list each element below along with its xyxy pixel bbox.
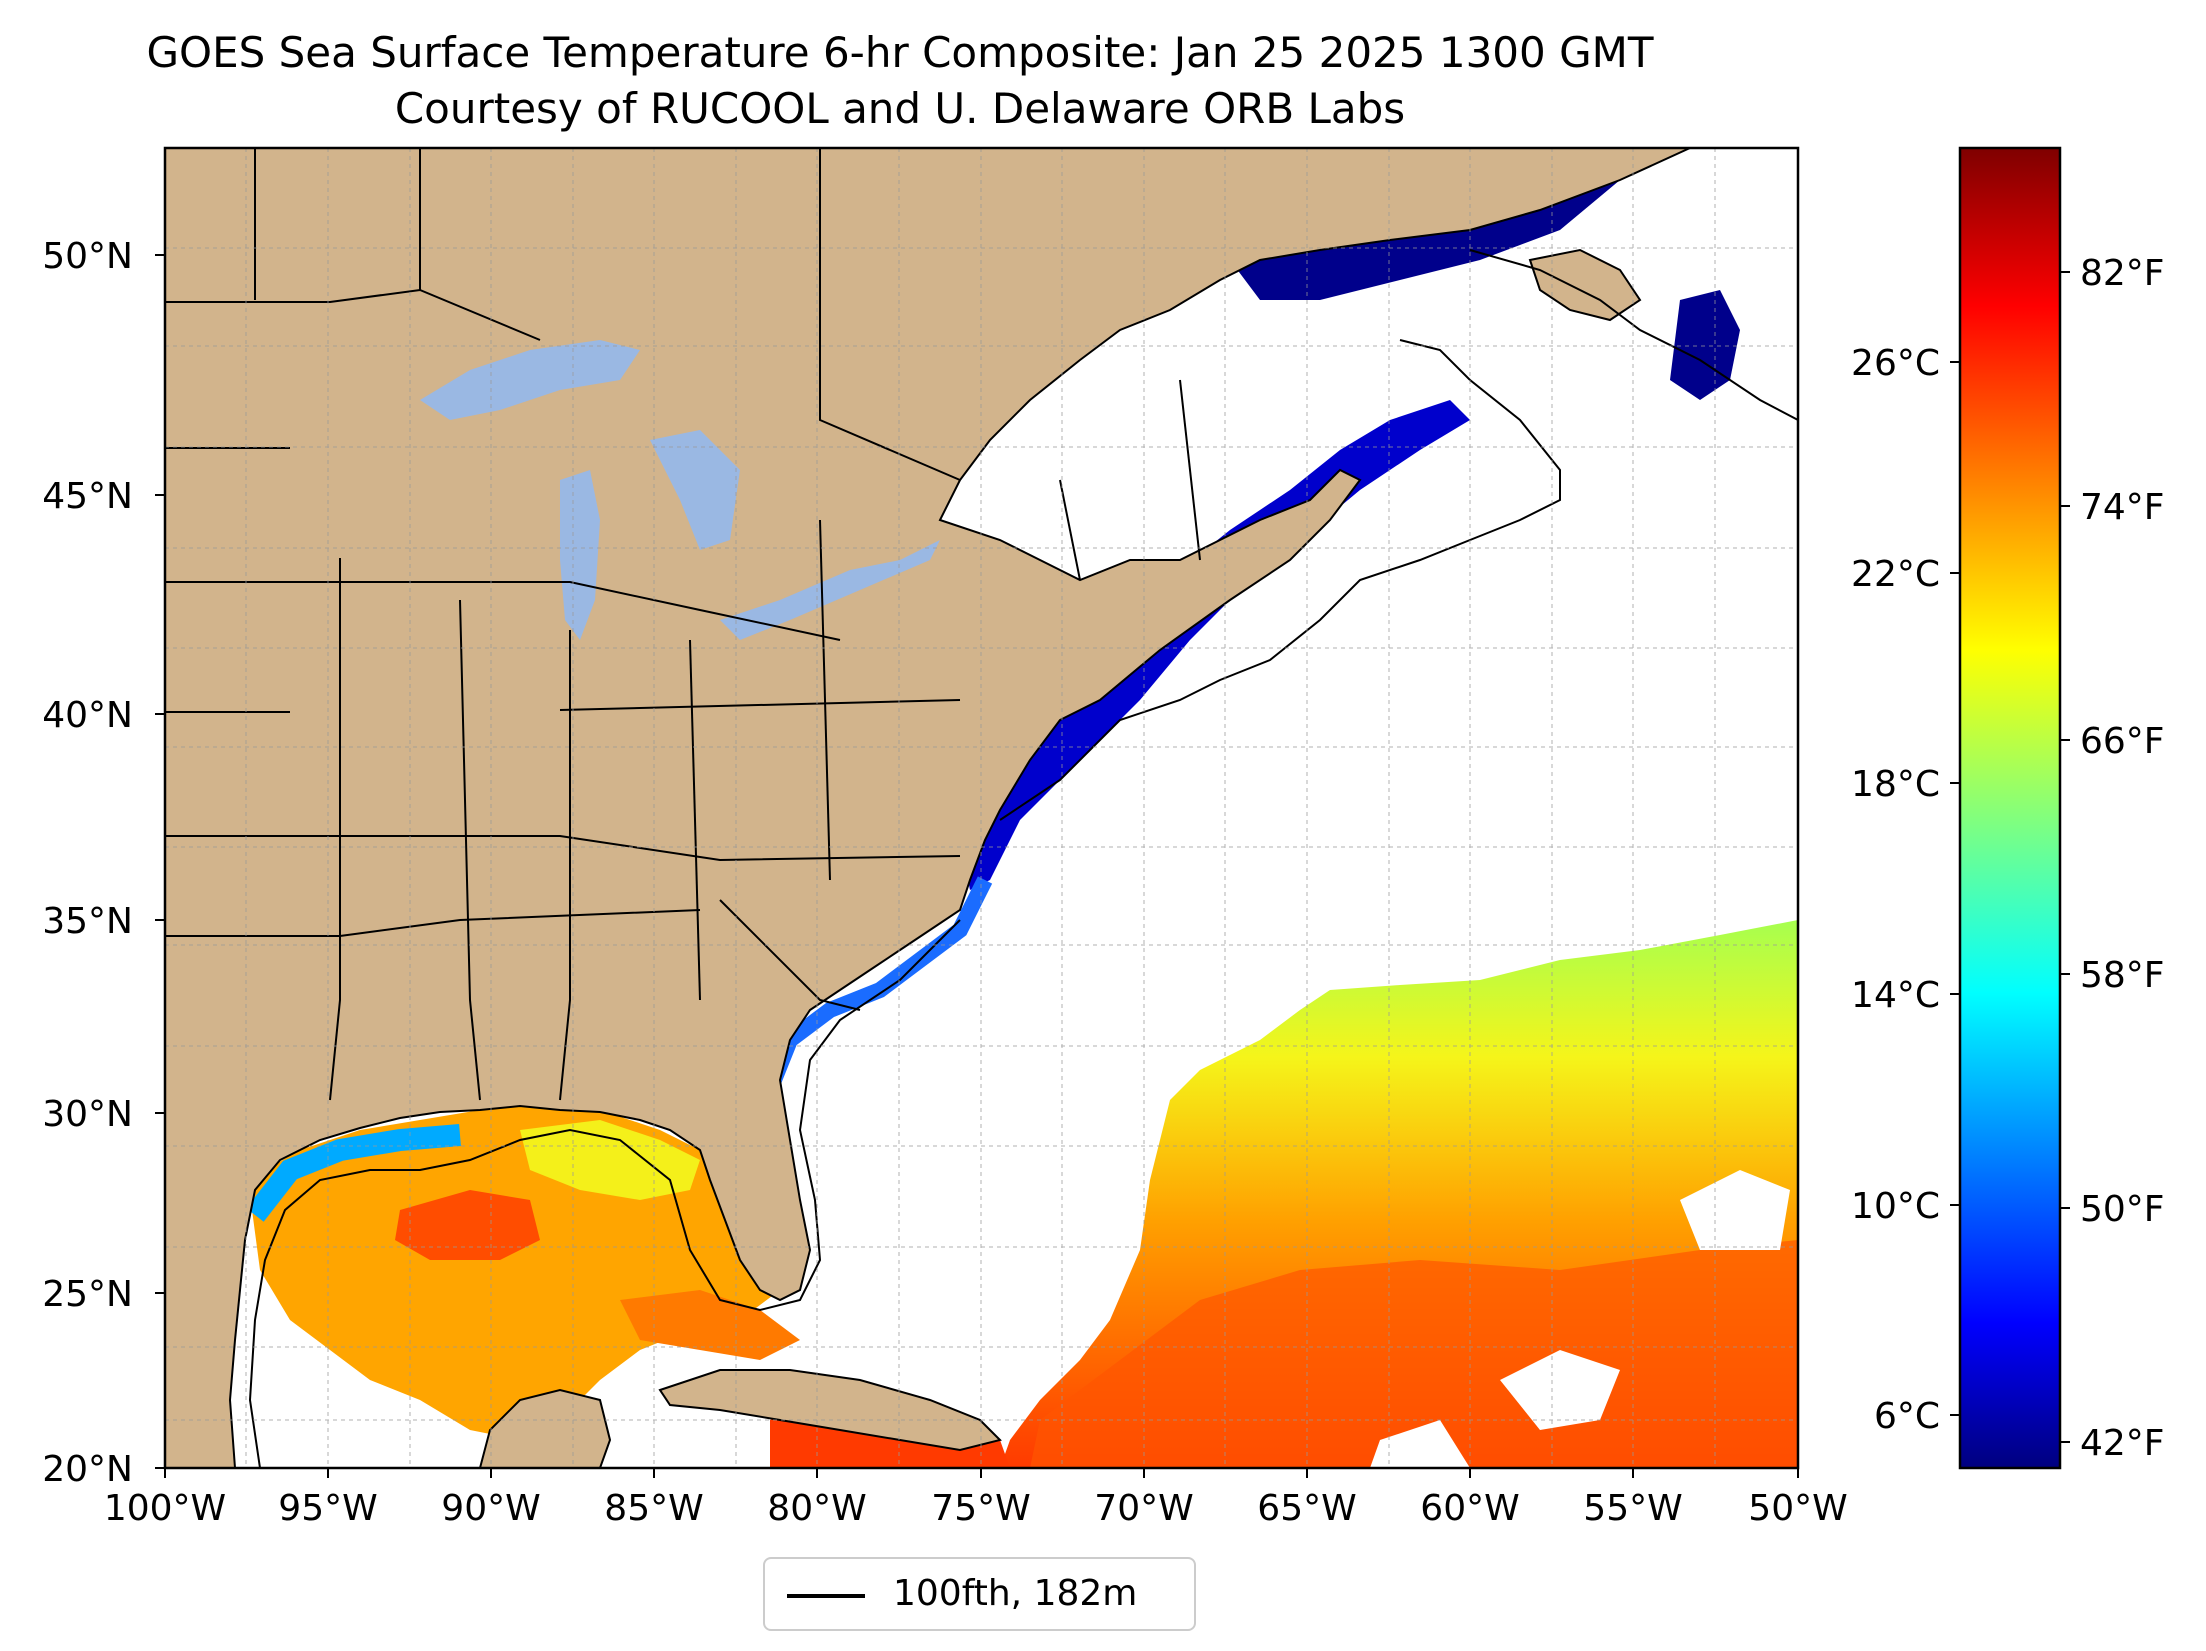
lon-tick-50w: 50°W: [1748, 1488, 1847, 1529]
sst-warm-core: [1030, 1240, 1798, 1468]
lon-tick-100w: 100°W: [104, 1488, 226, 1529]
colorbar-f-74: 74°F: [2080, 487, 2165, 528]
lat-tick-50: 50°N: [42, 236, 133, 277]
legend-label: 100fth, 182m: [893, 1573, 1138, 1614]
colorbar-gradient: [1958, 146, 2062, 1470]
lat-tick-20: 20°N: [42, 1449, 133, 1490]
colorbar-c-22: 22°C: [1851, 554, 1940, 595]
colorbar: 6°C 10°C 14°C 18°C 22°C 26°C 42°F 50°F 5…: [1851, 146, 2165, 1470]
lon-tick-marks: [164, 1468, 1799, 1478]
lat-ticks: 20°N 25°N 30°N 35°N 40°N 45°N 50°N: [42, 236, 133, 1490]
map-subtitle: Courtesy of RUCOOL and U. Delaware ORB L…: [394, 84, 1406, 133]
land-newfoundland: [1528, 248, 1642, 322]
colorbar-f-66: 66°F: [2080, 721, 2165, 762]
colorbar-f-82: 82°F: [2080, 253, 2165, 294]
colorbar-f-58: 58°F: [2080, 955, 2165, 996]
sst-gulf-shelf-cool: [520, 1120, 700, 1200]
lon-tick-90w: 90°W: [441, 1488, 540, 1529]
lon-tick-55w: 55°W: [1583, 1488, 1682, 1529]
sst-gulf-coast-band: [246, 1124, 461, 1222]
cloud-gap: [1680, 1170, 1790, 1250]
colorbar-fahrenheit-labels: 42°F 50°F 58°F 66°F 74°F 82°F: [2080, 253, 2165, 1464]
cloud-gap: [1500, 1350, 1620, 1430]
colorbar-c-18: 18°C: [1851, 764, 1940, 805]
state-borders: [165, 148, 1201, 1101]
map-gridlines: [165, 148, 1798, 1468]
lon-tick-85w: 85°W: [604, 1488, 703, 1529]
colorbar-celsius-tick-marks: [1950, 361, 1960, 1416]
land-north-america: [165, 148, 1691, 1468]
lat-tick-35: 35°N: [42, 901, 133, 942]
colorbar-celsius-labels: 6°C 10°C 14°C 18°C 22°C 26°C: [1851, 343, 1940, 1437]
land-yucatan: [478, 1388, 612, 1468]
lake-michigan: [560, 470, 600, 640]
colorbar-f-50: 50°F: [2080, 1189, 2165, 1230]
lon-ticks: 100°W 95°W 90°W 85°W 80°W 75°W 70°W 65°W…: [104, 1488, 1848, 1529]
lake-huron: [650, 430, 740, 550]
lon-tick-80w: 80°W: [767, 1488, 866, 1529]
lake-erie-ontario: [720, 540, 940, 640]
cloud-gap: [1370, 1420, 1470, 1468]
legend-isobath-line: [787, 1594, 865, 1598]
map-title: GOES Sea Surface Temperature 6-hr Compos…: [146, 28, 1654, 77]
colorbar-c-6: 6°C: [1874, 1396, 1940, 1437]
lat-tick-40: 40°N: [42, 695, 133, 736]
legend: 100fth, 182m: [763, 1557, 1196, 1631]
isobath-100fth: [248, 249, 1798, 1468]
great-lakes: [420, 340, 640, 420]
map-area: [165, 148, 1798, 1468]
colorbar-c-14: 14°C: [1851, 975, 1940, 1016]
colorbar-c-26: 26°C: [1851, 343, 1940, 384]
sst-gulf-warm: [395, 1190, 540, 1260]
lon-tick-70w: 70°W: [1094, 1488, 1193, 1529]
colorbar-c-10: 10°C: [1851, 1186, 1940, 1227]
colorbar-fahrenheit-tick-marks: [2060, 271, 2070, 1443]
colorbar-f-42: 42°F: [2080, 1423, 2165, 1464]
lat-tick-45: 45°N: [42, 476, 133, 517]
lon-tick-75w: 75°W: [931, 1488, 1030, 1529]
lat-tick-30: 30°N: [42, 1094, 133, 1135]
sst-east-coast-cold: [960, 400, 1470, 890]
lat-tick-25: 25°N: [42, 1274, 133, 1315]
sst-florida-straits: [620, 1290, 800, 1360]
land-cuba: [658, 1369, 1002, 1452]
lon-tick-65w: 65°W: [1257, 1488, 1356, 1529]
lat-tick-marks: [155, 254, 165, 1469]
lon-tick-60w: 60°W: [1420, 1488, 1519, 1529]
lon-tick-95w: 95°W: [278, 1488, 377, 1529]
sst-newfoundland-cold: [1670, 290, 1740, 400]
